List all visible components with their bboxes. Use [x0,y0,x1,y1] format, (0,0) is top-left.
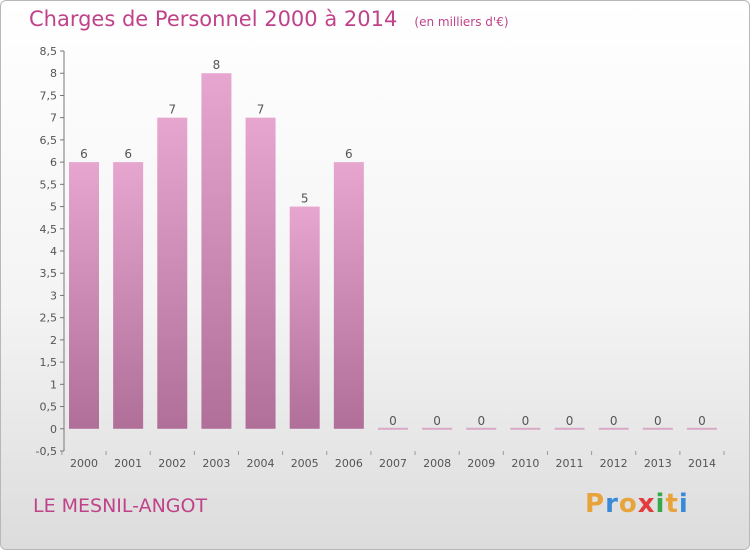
bar [245,117,276,429]
bar [113,162,144,429]
x-tick-label: 2008 [423,457,451,470]
y-tick-label: 2 [50,334,57,347]
bar [598,427,629,430]
bar [157,117,188,429]
chart-title: Charges de Personnel 2000 à 2014 [29,7,398,31]
bar [289,206,320,429]
x-tick-label: 2005 [291,457,319,470]
data-label: 5 [301,192,309,206]
data-label: 0 [522,414,530,428]
x-tick-label: 2007 [379,457,407,470]
x-tick-label: 2014 [688,457,716,470]
commune-name: LE MESNIL-ANGOT [33,495,208,517]
logo-letter: o [618,489,638,519]
proxiti-logo: Proxiti [585,489,689,519]
bar [333,162,364,429]
y-tick-label: 0 [50,423,57,436]
x-tick-label: 2012 [600,457,628,470]
x-tick-label: 2009 [467,457,495,470]
bars [69,73,717,430]
bar [686,427,717,430]
x-tick-label: 2003 [202,457,230,470]
data-label: 0 [389,414,397,428]
bar [510,427,541,430]
data-label: 7 [168,103,176,117]
axes: -0,5 0 0,5 1 1,5 2 2,5 3 3,5 4 4,5 5 5,5 6 6,5 7 7,5 8 8,5… [36,45,725,470]
bar [466,427,497,430]
bar [69,162,99,429]
data-label: 0 [610,414,618,428]
y-tick-label: 5 [50,201,57,214]
chart-subtitle: (en milliers d'€) [414,15,509,29]
y-tick-label: 4 [50,245,57,258]
x-tick-label: 2010 [511,457,539,470]
logo-letter: r [605,489,619,519]
x-tick-label: 2011 [556,457,584,470]
x-tick-label: 2006 [335,457,363,470]
y-tick-label: 6 [50,156,57,169]
y-tick-label: 0,5 [40,401,58,414]
logo-letter: i [655,489,666,519]
value-labels: 6 6 7 8 7 5 6 0 0 0 0 0 0 0 0 [80,58,706,428]
data-label: 0 [698,414,706,428]
bar [201,73,232,429]
data-label: 0 [654,414,662,428]
data-label: 8 [213,58,221,72]
data-label: 6 [80,147,88,161]
y-tick-label: 3 [50,289,57,302]
y-tick-label: 2,5 [40,312,58,325]
logo-letter: i [678,489,689,519]
y-tick-label: 8,5 [40,45,58,58]
data-label: 6 [345,147,353,161]
y-tick-label: 1 [50,378,57,391]
bar [642,427,673,430]
y-tick-label: 4,5 [40,223,58,236]
x-tick-label: 2002 [158,457,186,470]
title-row: Charges de Personnel 2000 à 2014 (en mil… [29,7,509,31]
y-tick-label: 6,5 [40,134,58,147]
data-label: 6 [124,147,132,161]
x-tick-label: 2013 [644,457,672,470]
data-label: 0 [433,414,441,428]
y-tick-label: 7 [50,112,57,125]
y-tick-label: 3,5 [40,267,58,280]
bar [422,427,453,430]
y-tick-label: 7,5 [40,89,58,102]
y-tick-label: 1,5 [40,356,58,369]
data-label: 0 [477,414,485,428]
logo-letter: t [665,489,679,519]
data-label: 7 [257,103,265,117]
y-tick-label: 8 [50,67,57,80]
x-tick-label: 2000 [70,457,98,470]
y-tick-label: -0,5 [36,445,57,458]
x-tick-label: 2001 [114,457,142,470]
y-tick-label: 5,5 [40,178,58,191]
logo-letter: P [585,489,606,519]
bar [554,427,585,430]
x-tick-label: 2004 [247,457,275,470]
logo-letter: x [637,489,656,519]
data-label: 0 [566,414,574,428]
bar [377,427,408,430]
